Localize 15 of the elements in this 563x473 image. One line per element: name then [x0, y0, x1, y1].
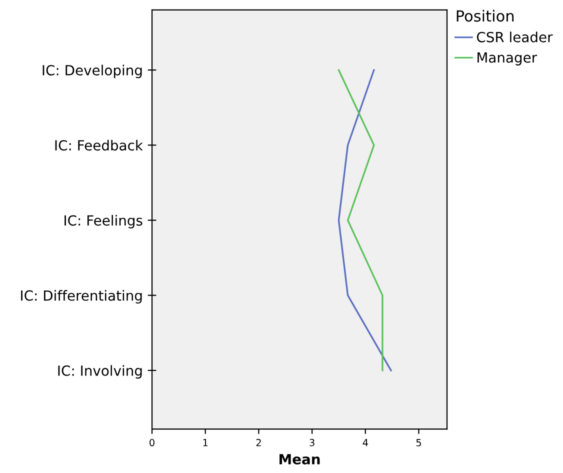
x-tick-label: 0: [150, 438, 154, 446]
y-tick-label: IC: Differentiating: [21, 290, 142, 304]
y-tick-label: IC: Feedback: [55, 140, 143, 151]
x-tick-label: 1: [203, 439, 208, 446]
y-tick-label: IC: Involving: [58, 365, 142, 379]
x-tick-label: 4: [362, 439, 368, 446]
x-tick-label: 3: [310, 438, 314, 446]
legend-title: Position: [456, 10, 514, 22]
x-tick-label: 5: [416, 439, 421, 446]
y-tick-label: IC: Feelings: [64, 214, 142, 228]
x-tick-label: 2: [256, 438, 261, 446]
y-tick-label: IC: Developing: [42, 64, 142, 78]
legend-label: CSR leader: [476, 32, 553, 42]
legend-label: Manager: [478, 52, 538, 66]
x-axis-title: Mean: [280, 454, 320, 464]
